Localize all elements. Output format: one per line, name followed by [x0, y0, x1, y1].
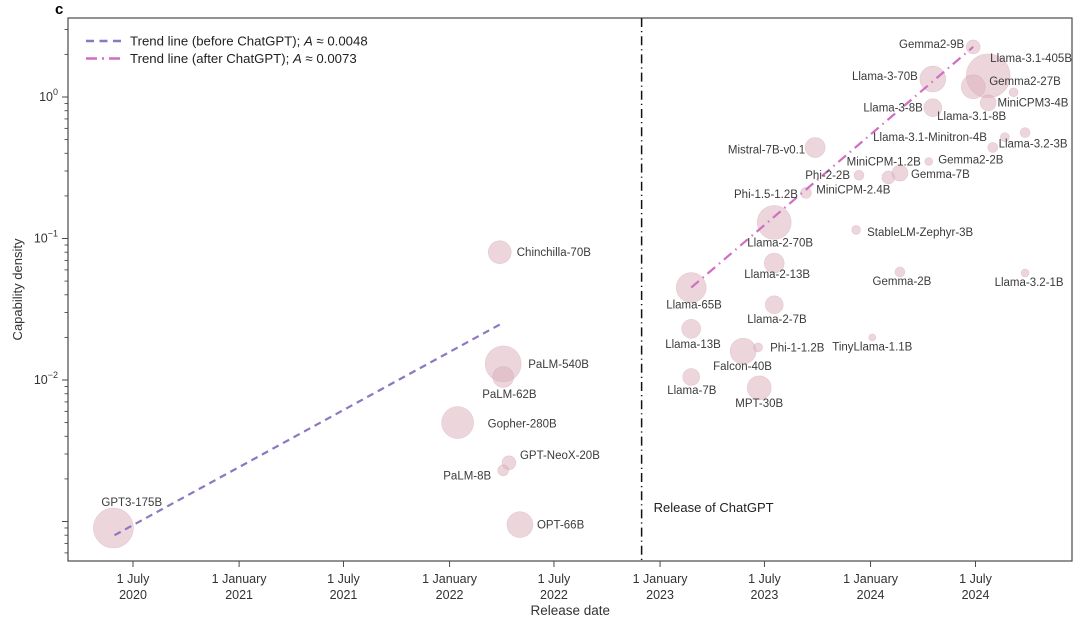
data-label-gopher-280b: Gopher-280B	[488, 419, 557, 431]
legend: Trend line (before ChatGPT); A ≈ 0.0048 T…	[86, 34, 368, 66]
x-tick-label: 1 January 2022	[422, 572, 478, 602]
data-label-llama-65b: Llama-65B	[666, 300, 722, 312]
x-tick-label: 1 January 2023	[633, 572, 689, 602]
data-label-gemma-7b: Gemma-7B	[911, 169, 970, 181]
data-label-gpt-neox-20b: GPT-NeoX-20B	[520, 450, 600, 462]
data-label-gemma2-9b: Gemma2-9B	[899, 39, 965, 51]
data-label-llama-2-7b: Llama-2-7B	[747, 314, 807, 326]
y-tick-label: 100	[39, 87, 58, 104]
data-label-phi-1-5-1-2b: Phi-1.5-1.2B	[734, 189, 798, 201]
data-point-llama-2-7b	[764, 295, 784, 315]
data-label-phi-1-1-2b: Phi-1-1.2B	[770, 342, 825, 354]
data-point-gpt3-175b	[93, 507, 134, 549]
data-point-chinchilla-70b	[487, 240, 512, 265]
data-points	[93, 39, 1031, 549]
data-point-llama-3-2-1b	[1020, 268, 1030, 278]
x-tick-label: 1 July 2024	[959, 572, 992, 602]
data-label-llama-3-1-8b: Llama-3.1-8B	[937, 111, 1006, 123]
data-label-phi-2-2b: Phi-2-2B	[805, 170, 850, 182]
data-point-stablelm-zephyr-3b	[851, 225, 861, 235]
data-label-gemma2-27b: Gemma2-27B	[989, 76, 1061, 88]
data-point-gemma2-27b	[960, 74, 986, 100]
data-label-llama-3-1-405b: Llama-3.1-405B	[990, 53, 1072, 65]
data-label-mistral-7b-v0-1: Mistral-7B-v0.1	[728, 144, 805, 156]
x-tick-label: 1 July 2021	[327, 572, 360, 602]
data-point-phi-1-1-2b	[753, 342, 763, 353]
data-label-palm-8b: PaLM-8B	[443, 470, 491, 482]
x-tick-label: 1 July 2022	[538, 572, 571, 602]
data-point-gopher-280b	[441, 406, 474, 439]
x-tick-label: 1 January 2024	[843, 572, 899, 602]
data-point-phi-2-2b	[853, 169, 865, 181]
y-tick-label: 10−2	[34, 370, 58, 387]
data-point-llama-7b	[682, 368, 701, 386]
data-point-minicpm-1-2b	[924, 157, 934, 166]
data-label-llama-3-2-1b: Llama-3.2-1B	[995, 277, 1064, 289]
data-label-tinyllama-1-1b: TinyLlama-1.1B	[832, 341, 912, 353]
data-label-mpt-30b: MPT-30B	[735, 398, 783, 410]
x-tick-label: 1 January 2021	[212, 572, 268, 602]
data-point-palm-8b	[497, 464, 510, 477]
x-axis: 1 July 2020 1 January 2021 1 July 2021 1 Janua…	[117, 561, 993, 602]
data-point-llama-3-1-minitron-4b	[1000, 132, 1010, 142]
data-label-minicpm-2-4b: MiniCPM-2.4B	[816, 184, 890, 196]
data-point-mpt-30b	[746, 375, 772, 401]
data-label-llama-3-1-minitron-4b: Llama-3.1-Minitron-4B	[873, 132, 987, 144]
data-point-llama-13b	[681, 319, 702, 339]
data-point-opt-66b	[506, 511, 534, 538]
data-point-llama-3-2-3b	[1019, 127, 1031, 138]
data-label-llama-3-70b: Llama-3-70B	[852, 71, 918, 83]
data-label-llama-13b: Llama-13B	[665, 339, 721, 351]
plot-frame	[67, 17, 1073, 562]
y-tick-label: 10−1	[34, 229, 58, 246]
data-point-tinyllama-1-1b	[868, 333, 877, 342]
data-label-llama-3-2-3b: Llama-3.2-3B	[999, 139, 1068, 151]
data-label-opt-66b: OPT-66B	[537, 520, 585, 532]
data-label-palm-540b: PaLM-540B	[528, 359, 589, 371]
data-label-minicpm3-4b: MiniCPM3-4B	[998, 97, 1069, 109]
data-label-llama-2-70b: Llama-2-70B	[747, 237, 813, 249]
legend-label-before: Trend line (before ChatGPT); A ≈ 0.0048	[130, 34, 368, 49]
data-label-llama-3-8b: Llama-3-8B	[863, 103, 923, 115]
data-point-llama-3-8b	[923, 98, 943, 118]
x-tick-label: 1 July 2020	[117, 572, 150, 602]
data-label-falcon-40b: Falcon-40B	[713, 361, 772, 373]
y-axis-title: Capability density	[10, 238, 25, 340]
trend-line-after-chatgpt	[690, 46, 974, 289]
data-point-llama-3-1-8b	[979, 94, 997, 112]
data-label-chinchilla-70b: Chinchilla-70B	[517, 247, 591, 259]
data-label-minicpm-1-2b: MiniCPM-1.2B	[847, 157, 921, 169]
data-label-llama-7b: Llama-7B	[667, 385, 717, 397]
data-label-gemma-2b: Gemma-2B	[873, 276, 932, 288]
y-axis: 100 10−1 10−2	[34, 29, 68, 554]
x-axis-title: Release date	[530, 603, 610, 618]
data-label-stablelm-zephyr-3b: StableLM-Zephyr-3B	[867, 227, 973, 239]
data-point-minicpm3-4b	[1008, 87, 1019, 98]
data-point-labels: GPT3-175B OPT-66B GPT-NeoX-20B PaLM-8B Gophe…	[101, 39, 1072, 532]
panel-label: c	[55, 1, 64, 18]
chatgpt-release-label: Release of ChatGPT	[654, 500, 774, 515]
data-point-llama-2-70b	[756, 205, 792, 240]
data-label-gemma2-2b: Gemma2-2B	[938, 154, 1004, 166]
x-tick-label: 1 July 2023	[748, 572, 781, 602]
data-label-gpt3-175b: GPT3-175B	[101, 497, 162, 509]
data-label-palm-62b: PaLM-62B	[482, 389, 537, 401]
trend-line-before-chatgpt	[114, 321, 504, 537]
legend-label-after: Trend line (after ChatGPT); A ≈ 0.0073	[130, 51, 357, 66]
data-label-llama-2-13b: Llama-2-13B	[744, 269, 810, 281]
data-point-palm-62b	[492, 366, 515, 388]
data-point-llama-2-13b	[763, 252, 785, 274]
data-point-gemma-2b	[894, 266, 906, 278]
data-point-gemma-7b	[891, 164, 909, 182]
data-point-gemma2-2b	[987, 142, 999, 153]
data-point-mistral-7b-v0-1	[804, 137, 826, 158]
